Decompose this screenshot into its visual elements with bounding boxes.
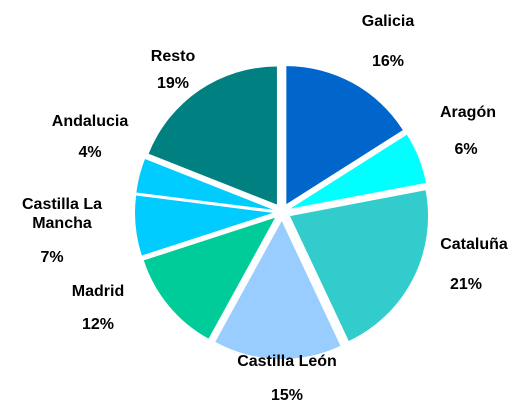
- category-label: Resto: [150, 48, 196, 65]
- category-label: Madrid: [71, 283, 125, 300]
- category-label: Castilla La Mancha: [21, 196, 103, 232]
- category-label: Aragón: [440, 104, 496, 121]
- value-label: 7%: [40, 249, 64, 266]
- pie-slice: [148, 66, 277, 205]
- value-label: 12%: [81, 316, 115, 333]
- pie-slice: [290, 190, 429, 341]
- value-label: 21%: [449, 276, 483, 293]
- value-label: 19%: [156, 75, 190, 92]
- pie-slice: [136, 158, 274, 210]
- value-label: 4%: [78, 144, 102, 161]
- category-label: Andalucia: [51, 113, 129, 130]
- value-label: 16%: [371, 53, 405, 70]
- category-label: Castilla León: [237, 353, 337, 370]
- pie-slice: [143, 217, 276, 339]
- value-label: 6%: [454, 141, 478, 158]
- pie-slice: [135, 195, 274, 256]
- category-label: Galicia: [361, 13, 415, 30]
- value-label: 15%: [270, 387, 304, 404]
- pie-slice: [215, 220, 341, 359]
- pie-slice: [290, 134, 426, 209]
- pie-slice: [286, 66, 403, 205]
- category-label: Cataluña: [440, 236, 508, 253]
